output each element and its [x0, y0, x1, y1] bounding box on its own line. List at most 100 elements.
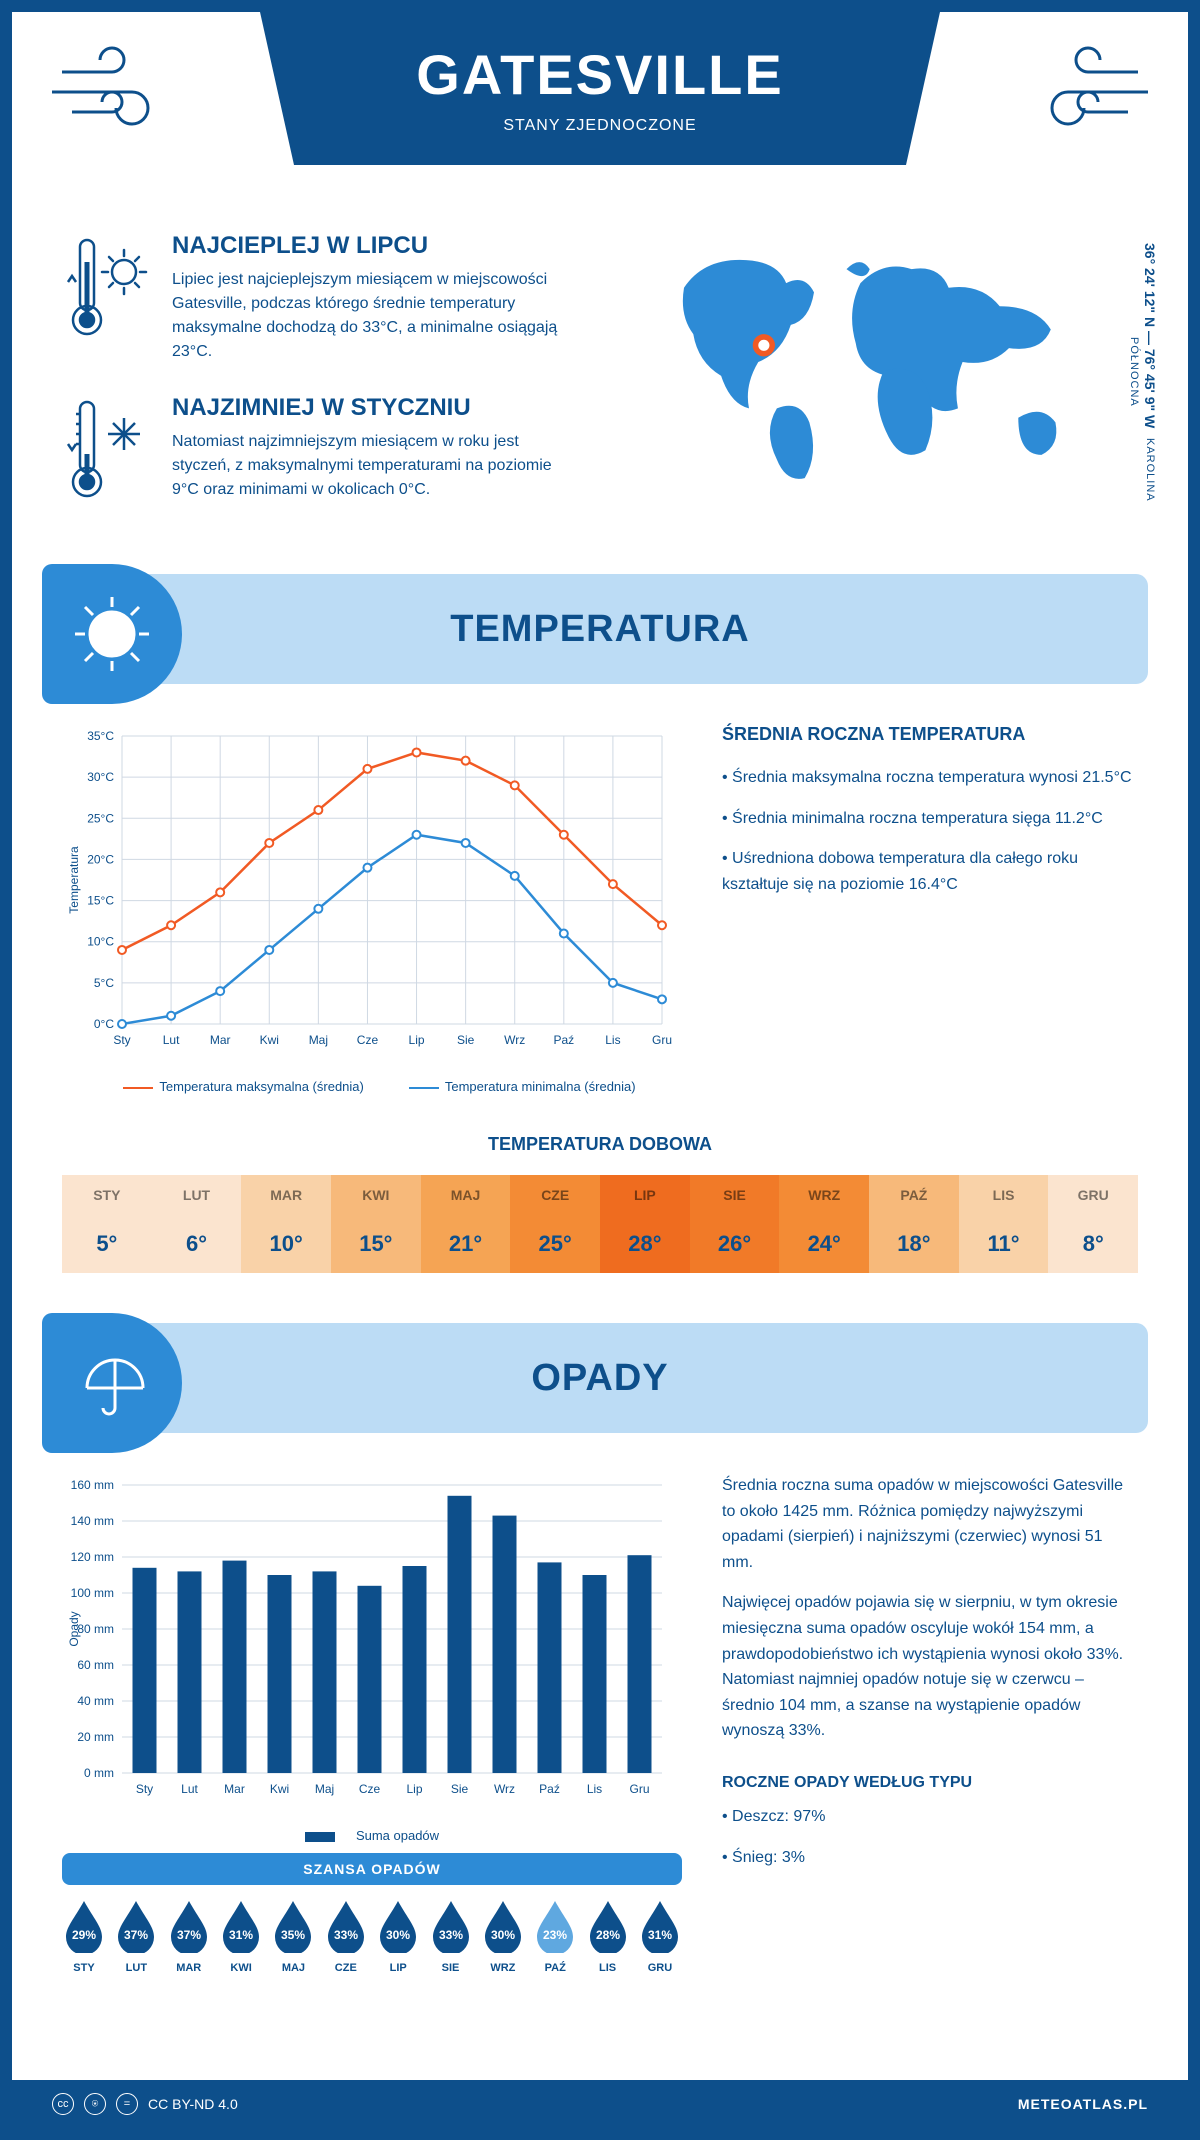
daily-temperature-grid: STY 5°LUT 6°MAR 10°KWI 15°MAJ 21°CZE 25°…: [62, 1175, 1138, 1273]
temperature-summary: ŚREDNIA ROCZNA TEMPERATURA Średnia maksy…: [722, 724, 1138, 1094]
daily-temp-value: 8°: [1048, 1215, 1138, 1273]
rain-chance-drop: 33% CZE: [324, 1899, 368, 1974]
rain-para-2: Najwięcej opadów pojawia się w sierpniu,…: [722, 1590, 1138, 1744]
wind-icon-right: [1018, 42, 1158, 142]
svg-text:Gru: Gru: [652, 1033, 672, 1047]
rain-chance-month: MAR: [167, 1962, 211, 1974]
daily-temp-cell: GRU 8°: [1048, 1175, 1138, 1273]
svg-text:30%: 30%: [386, 1928, 410, 1942]
coordinates: 36° 24' 12" N — 76° 45' 9" W KAROLINA PÓ…: [1126, 242, 1158, 502]
rain-chance-drop: 28% LIS: [586, 1899, 630, 1974]
svg-text:28%: 28%: [596, 1928, 620, 1942]
rain-chance-month: STY: [62, 1962, 106, 1974]
cold-month-block: NAJZIMNIEJ W STYCZNIU Natomiast najzimni…: [62, 394, 580, 504]
daily-temp-cell: KWI 15°: [331, 1175, 421, 1273]
daily-temp-cell: SIE 26°: [690, 1175, 780, 1273]
precipitation-heading: OPADY: [531, 1357, 668, 1400]
hot-text: Lipiec jest najcieplejszym miesiącem w m…: [172, 268, 580, 364]
sun-badge-icon: [42, 564, 182, 704]
daily-temp-cell: STY 5°: [62, 1175, 152, 1273]
temperature-line-chart: 0°C5°C10°C15°C20°C25°C30°C35°CStyLutMarK…: [62, 724, 682, 1094]
svg-text:Maj: Maj: [315, 1782, 334, 1796]
svg-text:Cze: Cze: [357, 1033, 379, 1047]
daily-temp-value: 11°: [959, 1215, 1049, 1273]
wind-icon-left: [42, 42, 182, 142]
svg-text:Lut: Lut: [163, 1033, 180, 1047]
daily-temp-value: 25°: [510, 1215, 600, 1273]
rain-chance-drops: 29% STY37% LUT37% MAR31% KWI35% MAJ33% C…: [62, 1885, 682, 1980]
rain-chance-drop: 33% SIE: [429, 1899, 473, 1974]
daily-temperature-block: TEMPERATURA DOBOWA STY 5°LUT 6°MAR 10°KW…: [12, 1114, 1188, 1313]
rain-chance-month: GRU: [638, 1962, 682, 1974]
intro-section: NAJCIEPLEJ W LIPCU Lipiec jest najcieple…: [12, 212, 1188, 564]
svg-text:20 mm: 20 mm: [77, 1730, 114, 1744]
license-text: CC BY-ND 4.0: [148, 2096, 238, 2112]
precipitation-text: Średnia roczna suma opadów w miejscowośc…: [722, 1473, 1138, 1980]
rain-chance-drop: 37% LUT: [114, 1899, 158, 1974]
temperature-section-header: TEMPERATURA: [52, 574, 1148, 684]
temperature-chart-row: 0°C5°C10°C15°C20°C25°C30°C35°CStyLutMarK…: [12, 684, 1188, 1114]
temperature-heading: TEMPERATURA: [450, 608, 750, 651]
rain-type-block: ROCZNE OPADY WEDŁUG TYPU • Deszcz: 97%• …: [722, 1774, 1138, 1870]
rain-chance-month: MAJ: [271, 1962, 315, 1974]
daily-temp-cell: WRZ 24°: [779, 1175, 869, 1273]
svg-text:Opady: Opady: [67, 1611, 81, 1646]
infographic-root: GATESVILLE STANY ZJEDNOCZONE: [0, 0, 1200, 2140]
coords-value: 36° 24' 12" N — 76° 45' 9" W: [1142, 243, 1158, 428]
svg-text:29%: 29%: [72, 1928, 96, 1942]
svg-text:Gru: Gru: [629, 1782, 649, 1796]
header: GATESVILLE STANY ZJEDNOCZONE: [12, 12, 1188, 212]
rain-chance-drop: 31% KWI: [219, 1899, 263, 1974]
rain-chance-drop: 35% MAJ: [271, 1899, 315, 1974]
daily-temp-cell: LIP 28°: [600, 1175, 690, 1273]
rain-chance-drop: 29% STY: [62, 1899, 106, 1974]
cold-title: NAJZIMNIEJ W STYCZNIU: [172, 394, 580, 422]
temperature-legend: Temperatura maksymalna (średnia)Temperat…: [62, 1079, 682, 1094]
daily-temp-value: 6°: [152, 1215, 242, 1273]
daily-temp-month: LIP: [600, 1175, 690, 1215]
daily-temp-value: 21°: [421, 1215, 511, 1273]
svg-text:Sty: Sty: [113, 1033, 130, 1047]
svg-text:Paź: Paź: [539, 1782, 560, 1796]
svg-text:20°C: 20°C: [87, 852, 114, 866]
nd-icon: =: [116, 2093, 138, 2115]
daily-temp-value: 5°: [62, 1215, 152, 1273]
svg-text:Lip: Lip: [406, 1782, 422, 1796]
city-title: GATESVILLE: [360, 42, 840, 107]
daily-temp-month: CZE: [510, 1175, 600, 1215]
svg-text:Lut: Lut: [181, 1782, 198, 1796]
svg-text:31%: 31%: [648, 1928, 672, 1942]
daily-temp-month: LUT: [152, 1175, 242, 1215]
precipitation-chart-row: 0 mm20 mm40 mm60 mm80 mm100 mm120 mm140 …: [12, 1433, 1188, 2000]
precipitation-bar-chart: 0 mm20 mm40 mm60 mm80 mm100 mm120 mm140 …: [62, 1473, 682, 1980]
intro-right: 36° 24' 12" N — 76° 45' 9" W KAROLINA PÓ…: [620, 232, 1138, 534]
rain-type-item: • Deszcz: 97%: [722, 1804, 1138, 1830]
rain-chance-month: PAŹ: [533, 1962, 577, 1974]
temp-summary-bullet: Uśredniona dobowa temperatura dla całego…: [722, 846, 1138, 897]
svg-text:Maj: Maj: [309, 1033, 328, 1047]
by-icon: ⍟: [84, 2093, 106, 2115]
svg-text:23%: 23%: [543, 1928, 567, 1942]
rain-legend-label: Suma opadów: [356, 1828, 439, 1843]
daily-temp-month: LIS: [959, 1175, 1049, 1215]
svg-text:160 mm: 160 mm: [71, 1478, 114, 1492]
precipitation-section-header: OPADY: [52, 1323, 1148, 1433]
daily-temp-value: 18°: [869, 1215, 959, 1273]
svg-text:Wrz: Wrz: [504, 1033, 525, 1047]
daily-temp-month: MAJ: [421, 1175, 511, 1215]
rain-chance-month: SIE: [429, 1962, 473, 1974]
daily-temp-cell: LUT 6°: [152, 1175, 242, 1273]
svg-text:Wrz: Wrz: [494, 1782, 515, 1796]
cold-text: Natomiast najzimniejszym miesiącem w rok…: [172, 430, 580, 502]
svg-text:37%: 37%: [124, 1928, 148, 1942]
svg-text:10°C: 10°C: [87, 935, 114, 949]
rain-chance-month: WRZ: [481, 1962, 525, 1974]
rain-para-1: Średnia roczna suma opadów w miejscowośc…: [722, 1473, 1138, 1575]
daily-temp-month: SIE: [690, 1175, 780, 1215]
daily-temp-month: KWI: [331, 1175, 421, 1215]
site-name: METEOATLAS.PL: [1018, 2096, 1148, 2112]
svg-text:30°C: 30°C: [87, 770, 114, 784]
svg-text:Sie: Sie: [457, 1033, 475, 1047]
temp-summary-title: ŚREDNIA ROCZNA TEMPERATURA: [722, 724, 1138, 745]
svg-text:0 mm: 0 mm: [84, 1766, 114, 1780]
